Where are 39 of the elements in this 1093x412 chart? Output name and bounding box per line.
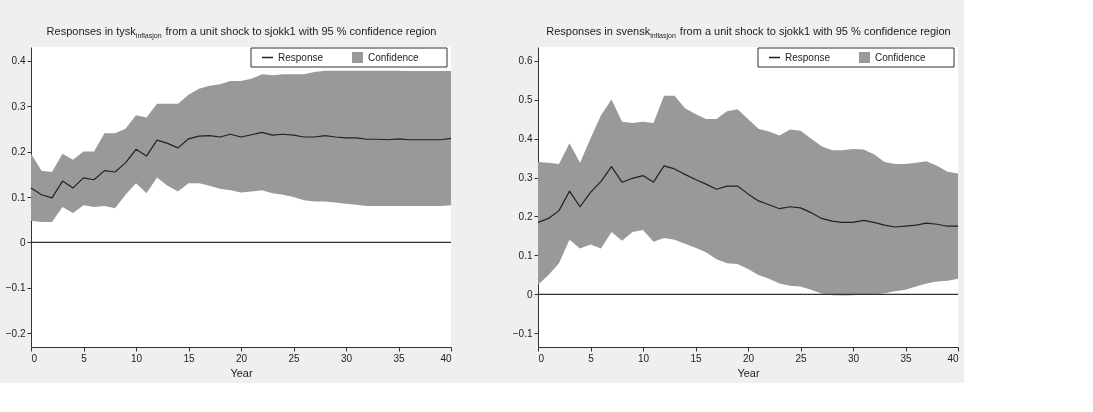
x-tick-label: 25	[795, 352, 807, 364]
x-tick-label: 30	[340, 352, 353, 364]
y-tick-label: 0.5	[518, 94, 533, 106]
legend-label: Response	[785, 51, 831, 63]
x-tick-label: 20	[235, 352, 248, 364]
y-tick-label: 0.3	[11, 100, 26, 112]
x-tick-label: 15	[183, 352, 195, 364]
y-tick-label: 0.2	[11, 146, 26, 158]
y-tick-label: −0.2	[5, 327, 26, 339]
x-tick-label: 30	[847, 352, 860, 364]
y-tick-label: 0	[19, 236, 26, 248]
x-tick-label: 10	[637, 352, 650, 364]
y-tick-label: 0	[526, 288, 533, 300]
x-axis-title: Year	[230, 366, 253, 379]
x-tick-label: 10	[130, 352, 143, 364]
y-tick-label: 0.4	[518, 133, 533, 145]
y-tick-label: 0.1	[518, 249, 533, 261]
y-tick-label: 0.3	[518, 172, 533, 184]
x-tick-label: 35	[393, 352, 405, 364]
legend-label: Response	[278, 51, 324, 63]
y-tick-label: 0.6	[518, 55, 533, 67]
x-tick-label: 5	[588, 352, 595, 364]
x-tick-label: 35	[900, 352, 912, 364]
x-tick-label: 15	[690, 352, 702, 364]
x-axis-title: Year	[737, 366, 760, 379]
y-tick-label: 0.2	[518, 210, 533, 222]
legend-label: Confidence	[368, 51, 420, 63]
x-tick-label: 25	[288, 352, 300, 364]
y-tick-label: 0.1	[11, 191, 26, 203]
y-tick-label: −0.1	[512, 327, 533, 339]
x-tick-label: 0	[538, 352, 545, 364]
x-tick-label: 20	[742, 352, 755, 364]
x-tick-label: 0	[31, 352, 38, 364]
y-tick-label: −0.1	[5, 282, 26, 294]
x-tick-label: 40	[440, 352, 452, 364]
x-tick-label: 40	[947, 352, 959, 364]
legend-label: Confidence	[875, 51, 927, 63]
y-tick-label: 0.4	[11, 55, 26, 67]
x-tick-label: 5	[81, 352, 88, 364]
